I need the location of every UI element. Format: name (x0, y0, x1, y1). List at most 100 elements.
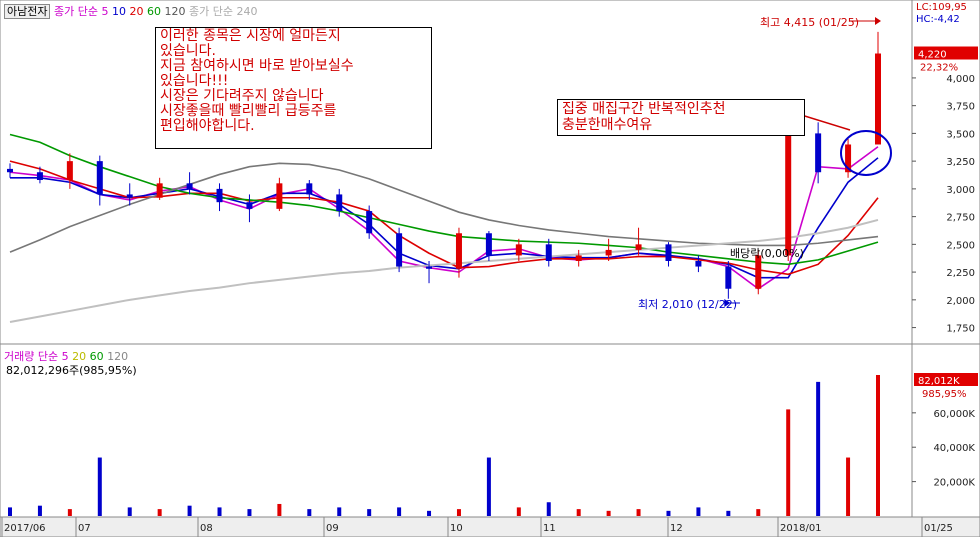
price-panel-frame (0, 0, 980, 345)
date-label: 07 (78, 523, 91, 534)
volume-bar (516, 507, 521, 516)
candle-body (216, 188, 223, 203)
price-tick-label: 2,250 (946, 268, 975, 279)
candle-body (485, 233, 492, 256)
volume-bar (127, 507, 132, 516)
candle-body (605, 249, 612, 256)
volume-bar (397, 507, 402, 516)
candle-body (725, 266, 732, 289)
volume-bar (8, 507, 12, 516)
volume-label: 거래량 (4, 350, 35, 363)
vol-ma-20: 20 (72, 350, 87, 363)
ma-period-20: 20 (129, 5, 144, 18)
vol-ma-120: 120 (107, 350, 129, 363)
volume-bar (816, 381, 821, 516)
volume-bar (67, 509, 72, 516)
volume-bar (666, 510, 671, 516)
volume-bar (37, 505, 42, 516)
volume-bar (367, 509, 372, 516)
candle-body (875, 53, 881, 145)
candle-body (396, 233, 403, 267)
volume-bar (97, 457, 102, 516)
candle-body (306, 183, 313, 195)
hc-label: HC:-4,42 (916, 14, 960, 25)
candle-body (695, 261, 702, 267)
candle-body (276, 183, 283, 209)
candle-body (246, 202, 253, 209)
low-arrow-head (724, 299, 731, 307)
price-tick-label: 3,000 (946, 185, 975, 196)
price-legend: 아남전자 종가 단순 5 10 20 60 120 종가 단순 240 (4, 3, 257, 19)
price-tick-label: 2,500 (946, 240, 975, 251)
high-label: 최고 4,415 (01/25) (760, 16, 860, 29)
candle-body (785, 133, 792, 256)
current-volume-label: 82,012K (918, 376, 960, 387)
volume-bar (696, 507, 701, 516)
date-label: 2018/01 (780, 523, 822, 534)
candle-body (455, 233, 462, 269)
volume-bar (217, 507, 222, 516)
candle-body (545, 244, 552, 261)
date-label: 01/25 (924, 523, 953, 534)
candle-body (366, 211, 373, 234)
zone-box: 집중 매집구간 반복적인추천 충분한매수여유 (557, 99, 805, 136)
volume-bar (726, 510, 731, 516)
volume-summary: 82,012,296주(985,95%) (6, 364, 137, 377)
date-label: 08 (200, 523, 213, 534)
volume-legend: 거래량 단순 5 20 60 120 (4, 348, 128, 364)
candle-body (665, 244, 672, 261)
price-tick-label: 2,750 (946, 213, 975, 224)
ma-period-5: 5 (101, 5, 109, 18)
ma-extra-label: 종가 단순 240 (188, 5, 258, 18)
volume-tick-label: 60,000K (933, 409, 975, 420)
zone-circle (840, 130, 892, 176)
ma-line-120 (9, 162, 879, 253)
volume-bar (756, 509, 761, 516)
ma-line-10 (10, 157, 879, 279)
current-price-tag (914, 46, 978, 60)
volume-bar (576, 509, 581, 516)
candle-body (156, 183, 163, 198)
price-tick-label: 3,500 (946, 129, 975, 140)
volume-ma-label: 단순 (37, 350, 59, 363)
current-price-label: 4,220 (918, 50, 947, 61)
high-arrow-head (875, 17, 881, 25)
ma-line-5 (9, 146, 879, 290)
candle-body (845, 144, 852, 173)
vol-ma-60: 60 (89, 350, 104, 363)
price-tick-label: 2,000 (946, 296, 975, 307)
candle-body (7, 168, 13, 173)
candle-body (336, 194, 343, 212)
candle-body (755, 255, 762, 289)
ma-label: 종가 단순 (53, 5, 98, 18)
volume-bar (876, 375, 880, 516)
volume-bar (427, 510, 432, 516)
candle-body (126, 194, 133, 198)
stock-name[interactable]: 아남전자 (4, 4, 51, 19)
lc-label: LC:109,95 (916, 2, 967, 13)
volume-bar (307, 509, 312, 516)
volume-bar (337, 507, 342, 516)
promo-box: 이러한 종목은 시장에 얼마든지 있습니다. 지금 참여하시면 바로 받아보실수… (155, 27, 432, 149)
volume-bar (786, 409, 791, 516)
price-tick-label: 3,750 (946, 102, 975, 113)
volume-bar (546, 502, 551, 516)
date-label: 2017/06 (4, 523, 46, 534)
current-volume-ratio: 985,95% (922, 389, 967, 400)
date-label: 11 (543, 523, 556, 534)
volume-bar (486, 457, 491, 516)
vol-ma-5: 5 (61, 350, 69, 363)
lc-hc-box: LC:109,95 HC:-4,42 (916, 2, 967, 26)
date-axis-bar (0, 516, 980, 537)
volume-bar (157, 509, 162, 516)
candle-body (66, 161, 73, 180)
volume-bar (606, 510, 611, 516)
candle-body (36, 172, 43, 180)
dividend-label: 배당락(0,00%) (730, 247, 804, 260)
ma-period-120: 120 (164, 5, 186, 18)
candle-body (515, 244, 522, 256)
current-volume-tag (914, 373, 978, 386)
volume-tick-label: 40,000K (933, 443, 975, 454)
candle-body (186, 183, 193, 189)
